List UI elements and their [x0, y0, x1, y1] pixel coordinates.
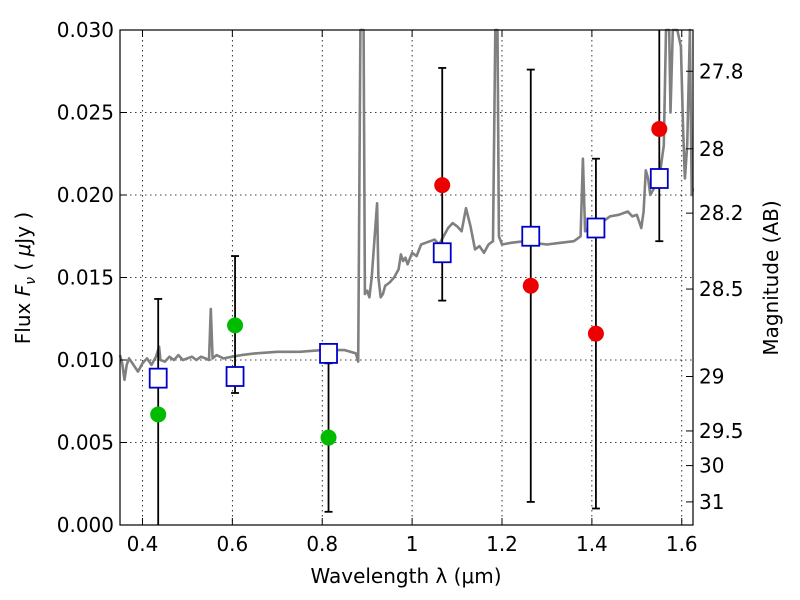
nir-photometry-point [434, 177, 451, 194]
label-layer: Wavelength λ (μm) Magnitude (AB) Flux Fν… [11, 200, 783, 588]
y2-tick-label: 28.5 [699, 277, 744, 301]
model-photometry-square [319, 342, 338, 364]
y-label-mu: μ [11, 244, 35, 258]
y-label-flux: Flux [11, 296, 35, 344]
nir-photometry-point [651, 121, 668, 137]
x-tick-label: 1 [406, 532, 419, 556]
x-tick-label: 1.2 [486, 532, 518, 556]
y2-tick-label: 27.8 [699, 59, 744, 83]
model-photometry-square [649, 168, 669, 189]
y-tick-label: 0.030 [57, 18, 114, 42]
y2-tick-label: 28.2 [699, 201, 744, 225]
optical-photometry-point [227, 317, 244, 334]
x-tick-label: 1.6 [666, 532, 698, 556]
y2-tick-label: 29 [699, 365, 724, 389]
x-tick-label: 0.6 [216, 532, 248, 556]
optical-photometry-point [320, 429, 337, 446]
y2-tick-label: 29.5 [699, 419, 744, 443]
y2-tick-label: 31 [699, 490, 724, 514]
optical-photometry-point [150, 406, 167, 423]
x-tick-label: 0.4 [127, 532, 159, 556]
y-tick-label: 0.015 [57, 266, 114, 290]
y-tick-label: 0.020 [57, 183, 114, 207]
tick-layer: 0.4 0.6 0.8 1 1.2 1.4 1.6 0.000 0.005 0.010 0.015 0… [57, 18, 744, 556]
nir-photometry-point [522, 277, 539, 294]
nir-photometry-point [587, 325, 604, 342]
y2-axis-label: Magnitude (AB) [759, 200, 783, 355]
y-label-f: F [11, 284, 35, 296]
x-axis-label: Wavelength λ (μm) [310, 564, 501, 588]
marker-layer [148, 121, 669, 446]
model-photometry-square [432, 242, 452, 264]
model-photometry-square [521, 225, 541, 247]
model-photometry-square [148, 367, 168, 389]
y-label-nu: ν [23, 277, 39, 285]
model-photometry-square [586, 217, 606, 239]
model-photometry-square [225, 366, 245, 387]
y-label-open: ( [11, 256, 35, 277]
y-tick-label: 0.005 [57, 431, 114, 455]
y-tick-label: 0.025 [57, 101, 114, 125]
y-tick-label: 0.010 [57, 348, 114, 372]
grid [120, 29, 693, 526]
y-label-unit: Jy ) [11, 212, 35, 246]
model-spectrum-layer [118, 28, 695, 382]
y2-tick-label: 30 [699, 454, 724, 478]
x-tick-label: 0.8 [306, 532, 338, 556]
y-axis-label: Flux Fν ( μJy ) [11, 212, 39, 344]
model-spectrum-line [118, 28, 695, 382]
y-tick-label: 0.000 [57, 513, 114, 537]
y2-tick-label: 28 [699, 137, 724, 161]
x-tick-label: 1.4 [576, 532, 608, 556]
